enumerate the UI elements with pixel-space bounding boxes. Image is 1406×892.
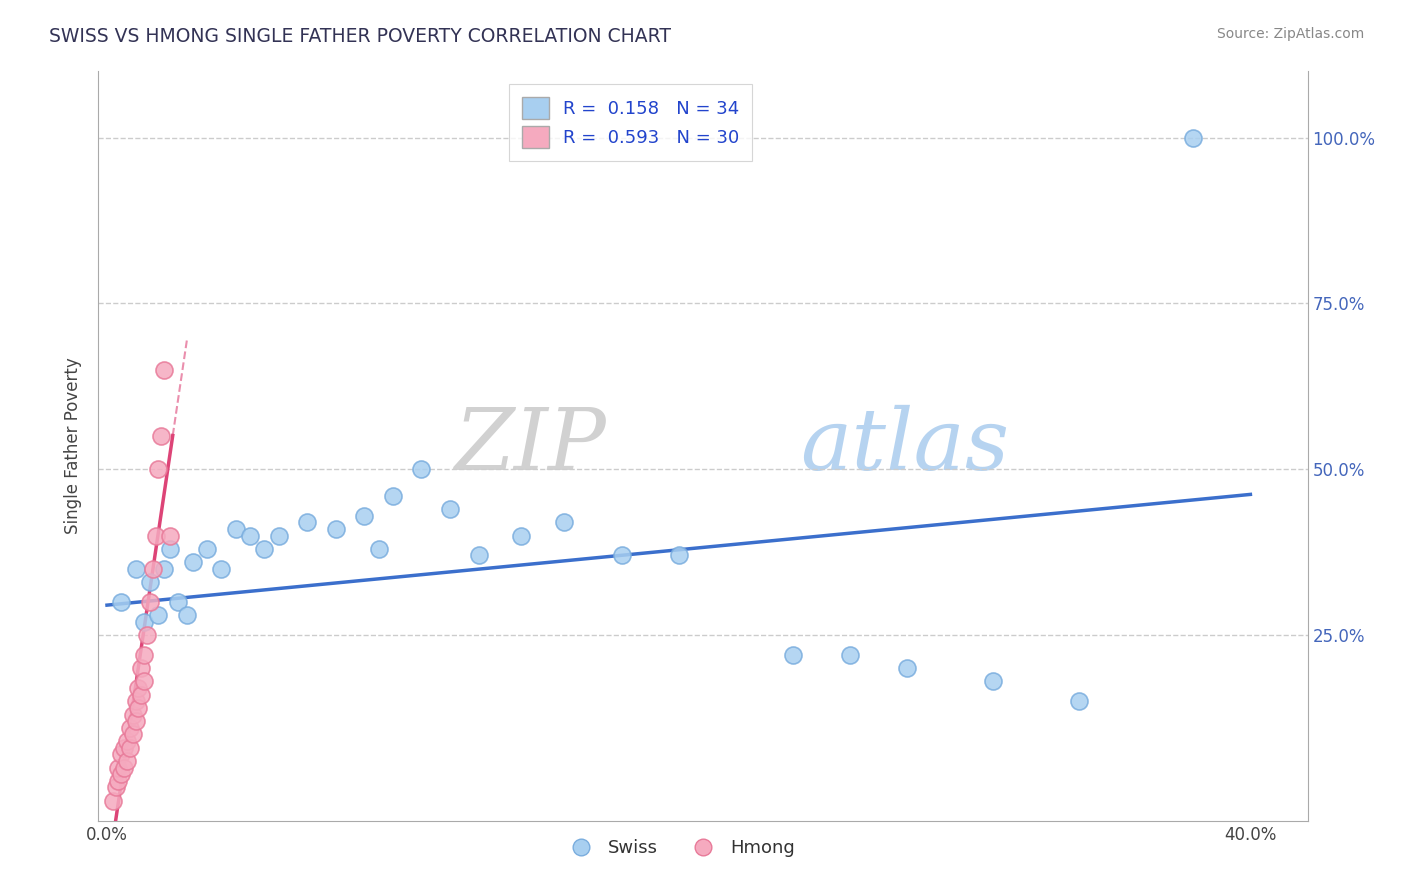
Point [167,595,190,609]
Point [610,549,633,563]
Y-axis label: Single Father Poverty: Single Father Poverty [65,358,83,534]
Point [295,515,318,529]
Point [510,528,533,542]
Point [107,773,129,788]
Point [139,574,162,589]
Point [411,462,433,476]
Point [124,694,146,708]
Point [159,541,181,556]
Point [136,628,159,642]
Point [129,688,152,702]
Point [353,508,375,523]
Point [668,549,690,563]
Point [134,648,156,662]
Point [121,727,143,741]
Point [121,707,143,722]
Point [148,608,170,623]
Point [153,562,176,576]
Point [181,555,204,569]
Point [553,515,575,529]
Point [112,761,135,775]
Point [127,681,149,695]
Point [150,429,173,443]
Point [145,528,167,542]
Point [107,761,129,775]
Point [118,721,141,735]
Point [148,462,170,476]
Point [209,562,232,576]
Point [118,740,141,755]
Point [1067,694,1090,708]
Text: ZIP: ZIP [454,405,606,487]
Point [253,541,276,556]
Point [239,528,262,542]
Point [153,363,176,377]
Text: Source: ZipAtlas.com: Source: ZipAtlas.com [1216,27,1364,41]
Text: atlas: atlas [800,405,1010,487]
Point [124,562,146,576]
Point [124,714,146,728]
Point [225,522,247,536]
Point [101,794,124,808]
Point [142,562,165,576]
Point [1182,130,1205,145]
Point [110,767,132,781]
Point [127,701,149,715]
Point [325,522,347,536]
Point [104,780,127,795]
Point [367,541,389,556]
Point [115,754,138,768]
Point [439,502,461,516]
Point [115,734,138,748]
Point [110,747,132,762]
Point [112,740,135,755]
Point [896,661,918,675]
Text: SWISS VS HMONG SINGLE FATHER POVERTY CORRELATION CHART: SWISS VS HMONG SINGLE FATHER POVERTY COR… [49,27,671,45]
Point [134,615,156,629]
Point [467,549,489,563]
Point [176,608,198,623]
Point [159,528,181,542]
Point [782,648,804,662]
Legend: Swiss, Hmong: Swiss, Hmong [555,831,801,864]
Point [981,674,1004,689]
Point [381,489,404,503]
Point [195,541,218,556]
Point [134,674,156,689]
Point [839,648,862,662]
Point [267,528,290,542]
Point [110,595,132,609]
Point [129,661,152,675]
Point [139,595,162,609]
